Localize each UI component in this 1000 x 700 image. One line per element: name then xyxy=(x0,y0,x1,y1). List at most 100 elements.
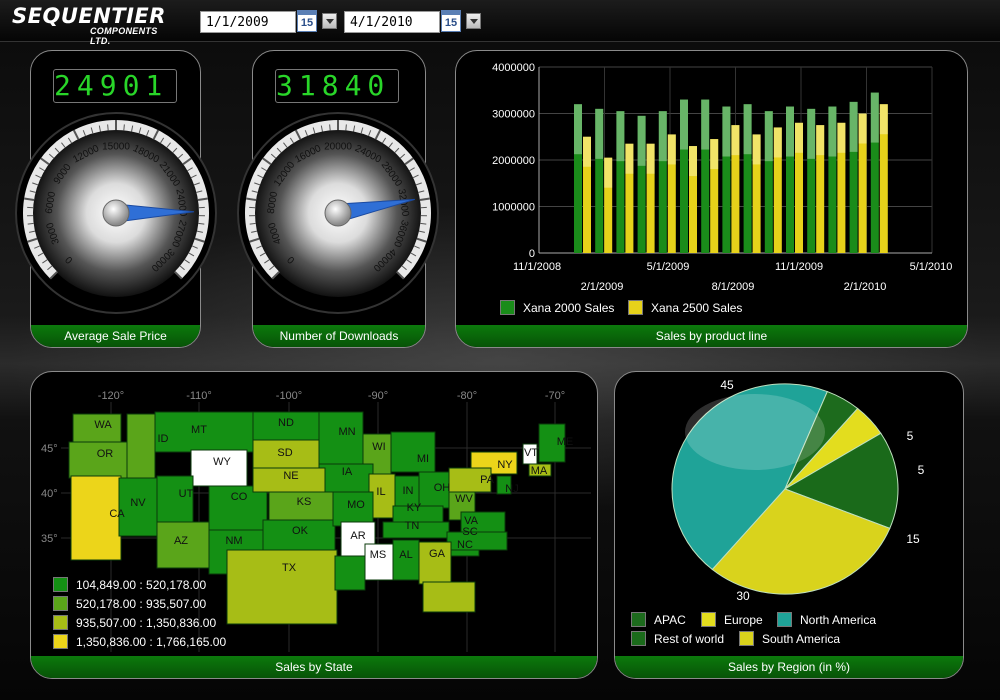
bar-xana-2000[interactable] xyxy=(722,106,731,254)
end-date-dropdown-icon[interactable] xyxy=(466,13,481,29)
bar-xana-2000[interactable] xyxy=(786,106,794,254)
pie-value-label: 30 xyxy=(736,589,750,602)
bar-xana-2500[interactable] xyxy=(773,127,782,253)
state-mo[interactable] xyxy=(332,491,374,527)
state-mn[interactable] xyxy=(318,411,364,465)
bar-xana-2500-highlight xyxy=(646,143,655,174)
map-legend-item: 1,350,836.00 : 1,766,165.00 xyxy=(53,634,226,649)
bar-xana-2500[interactable] xyxy=(858,113,867,254)
state-tn[interactable] xyxy=(382,521,450,539)
map-legend-swatch xyxy=(53,634,68,649)
state-label-ks: KS xyxy=(297,496,312,508)
state-fl[interactable] xyxy=(422,581,476,613)
bar-xana-2500[interactable] xyxy=(710,139,719,253)
bar-xana-2500-highlight xyxy=(858,113,867,144)
state-ks[interactable] xyxy=(268,491,334,521)
state-az[interactable] xyxy=(156,521,210,569)
start-calendar-icon[interactable]: 15 xyxy=(297,10,317,32)
state-nd[interactable] xyxy=(252,411,320,441)
state-ne[interactable] xyxy=(252,467,326,493)
bar-xana-2500[interactable] xyxy=(625,143,634,253)
state-la[interactable] xyxy=(334,555,366,591)
bar-xana-2000[interactable] xyxy=(658,111,667,253)
average-sale-price-caption: Average Sale Price xyxy=(31,325,200,347)
state-ok[interactable] xyxy=(262,519,336,551)
logo-sub-text: COMPONENTS LTD. xyxy=(90,26,158,46)
map-legend-label: 520,178.00 : 935,507.00 xyxy=(76,596,207,611)
state-sd[interactable] xyxy=(252,439,320,469)
map-legend-swatch xyxy=(53,596,68,611)
bar-xana-2000[interactable] xyxy=(574,104,582,253)
state-label-vt: VT xyxy=(524,447,538,459)
state-label-id: ID xyxy=(158,433,169,445)
state-ca[interactable] xyxy=(70,475,122,561)
us-sales-map[interactable]: -120° -110° -100° -90° -80° -70° 45° 40° 35° WA O… xyxy=(31,372,598,658)
bar-xana-2500[interactable] xyxy=(689,146,697,253)
latitude-label: 45° xyxy=(41,443,58,455)
bar-xana-2500[interactable] xyxy=(795,122,803,253)
bar-xana-2500[interactable] xyxy=(583,136,591,253)
pie-slice-north-america[interactable] xyxy=(671,383,828,571)
pie-slice-rest-of-world[interactable] xyxy=(783,432,899,530)
state-mt[interactable] xyxy=(154,411,254,453)
state-or[interactable] xyxy=(68,441,128,479)
pie-value-label: 15 xyxy=(906,532,920,546)
pie-legend-swatch xyxy=(739,631,754,646)
bar-xana-2000-highlight xyxy=(722,106,731,157)
longitude-label: -110° xyxy=(186,390,212,402)
bar-xana-2000[interactable] xyxy=(849,101,858,253)
start-date-dropdown-icon[interactable] xyxy=(322,13,337,29)
bar-xana-2500[interactable] xyxy=(731,125,740,253)
map-legend-item: 935,507.00 : 1,350,836.00 xyxy=(53,615,226,630)
end-calendar-icon[interactable]: 15 xyxy=(441,10,461,32)
bar-xana-2000[interactable] xyxy=(870,92,879,253)
end-date-input[interactable] xyxy=(344,11,440,33)
state-mi[interactable] xyxy=(390,431,436,473)
state-wa[interactable] xyxy=(72,413,122,443)
state-ma[interactable] xyxy=(528,463,552,477)
state-label-sc: SC xyxy=(462,526,477,538)
state-nc[interactable] xyxy=(446,531,508,551)
bar-xana-2000[interactable] xyxy=(743,104,752,253)
state-co[interactable] xyxy=(208,485,268,531)
bar-xana-2000[interactable] xyxy=(595,108,604,253)
x-tick-label: 5/1/2009 xyxy=(647,261,690,273)
sales-by-state-caption: Sales by State xyxy=(31,656,597,678)
bar-xana-2000[interactable] xyxy=(637,115,646,253)
bar-xana-2000[interactable] xyxy=(807,108,816,253)
bar-xana-2500[interactable] xyxy=(604,157,613,253)
bar-xana-2500[interactable] xyxy=(879,104,888,253)
state-nj[interactable] xyxy=(496,475,512,495)
state-pa[interactable] xyxy=(448,467,492,493)
state-in[interactable] xyxy=(394,475,420,511)
bar-xana-2000[interactable] xyxy=(616,111,625,253)
bar-xana-2500[interactable] xyxy=(816,125,825,253)
start-date-input[interactable] xyxy=(200,11,296,33)
state-ut[interactable] xyxy=(156,475,194,529)
bar-xana-2500[interactable] xyxy=(752,134,761,253)
pie-slice-south-america[interactable] xyxy=(711,488,891,595)
pie-gloss xyxy=(685,394,825,470)
bar-xana-2500[interactable] xyxy=(667,134,676,253)
state-label-sd: SD xyxy=(277,447,292,459)
bar-xana-2000-highlight xyxy=(807,108,816,159)
bar-xana-2000[interactable] xyxy=(828,106,837,254)
state-label-co: CO xyxy=(231,491,248,503)
state-nv[interactable] xyxy=(118,477,158,537)
state-label-nc: NC xyxy=(457,539,473,551)
average-sale-price-readout: 24901 xyxy=(53,69,177,103)
state-me[interactable] xyxy=(538,423,566,463)
bar-xana-2000[interactable] xyxy=(680,99,688,253)
bar-xana-2500[interactable] xyxy=(837,122,846,253)
bar-xana-2000-highlight xyxy=(828,106,837,157)
bar-xana-2000[interactable] xyxy=(701,99,710,253)
pie-legend-item: APAC xyxy=(631,612,686,627)
state-al[interactable] xyxy=(392,539,420,581)
longitude-label: -90° xyxy=(368,390,388,402)
bar-xana-2000[interactable] xyxy=(764,111,773,253)
map-legend-swatch xyxy=(53,577,68,592)
state-tx[interactable] xyxy=(226,549,338,625)
state-ga[interactable] xyxy=(418,541,452,585)
state-label-wa: WA xyxy=(94,419,112,431)
bar-xana-2500[interactable] xyxy=(646,143,655,253)
